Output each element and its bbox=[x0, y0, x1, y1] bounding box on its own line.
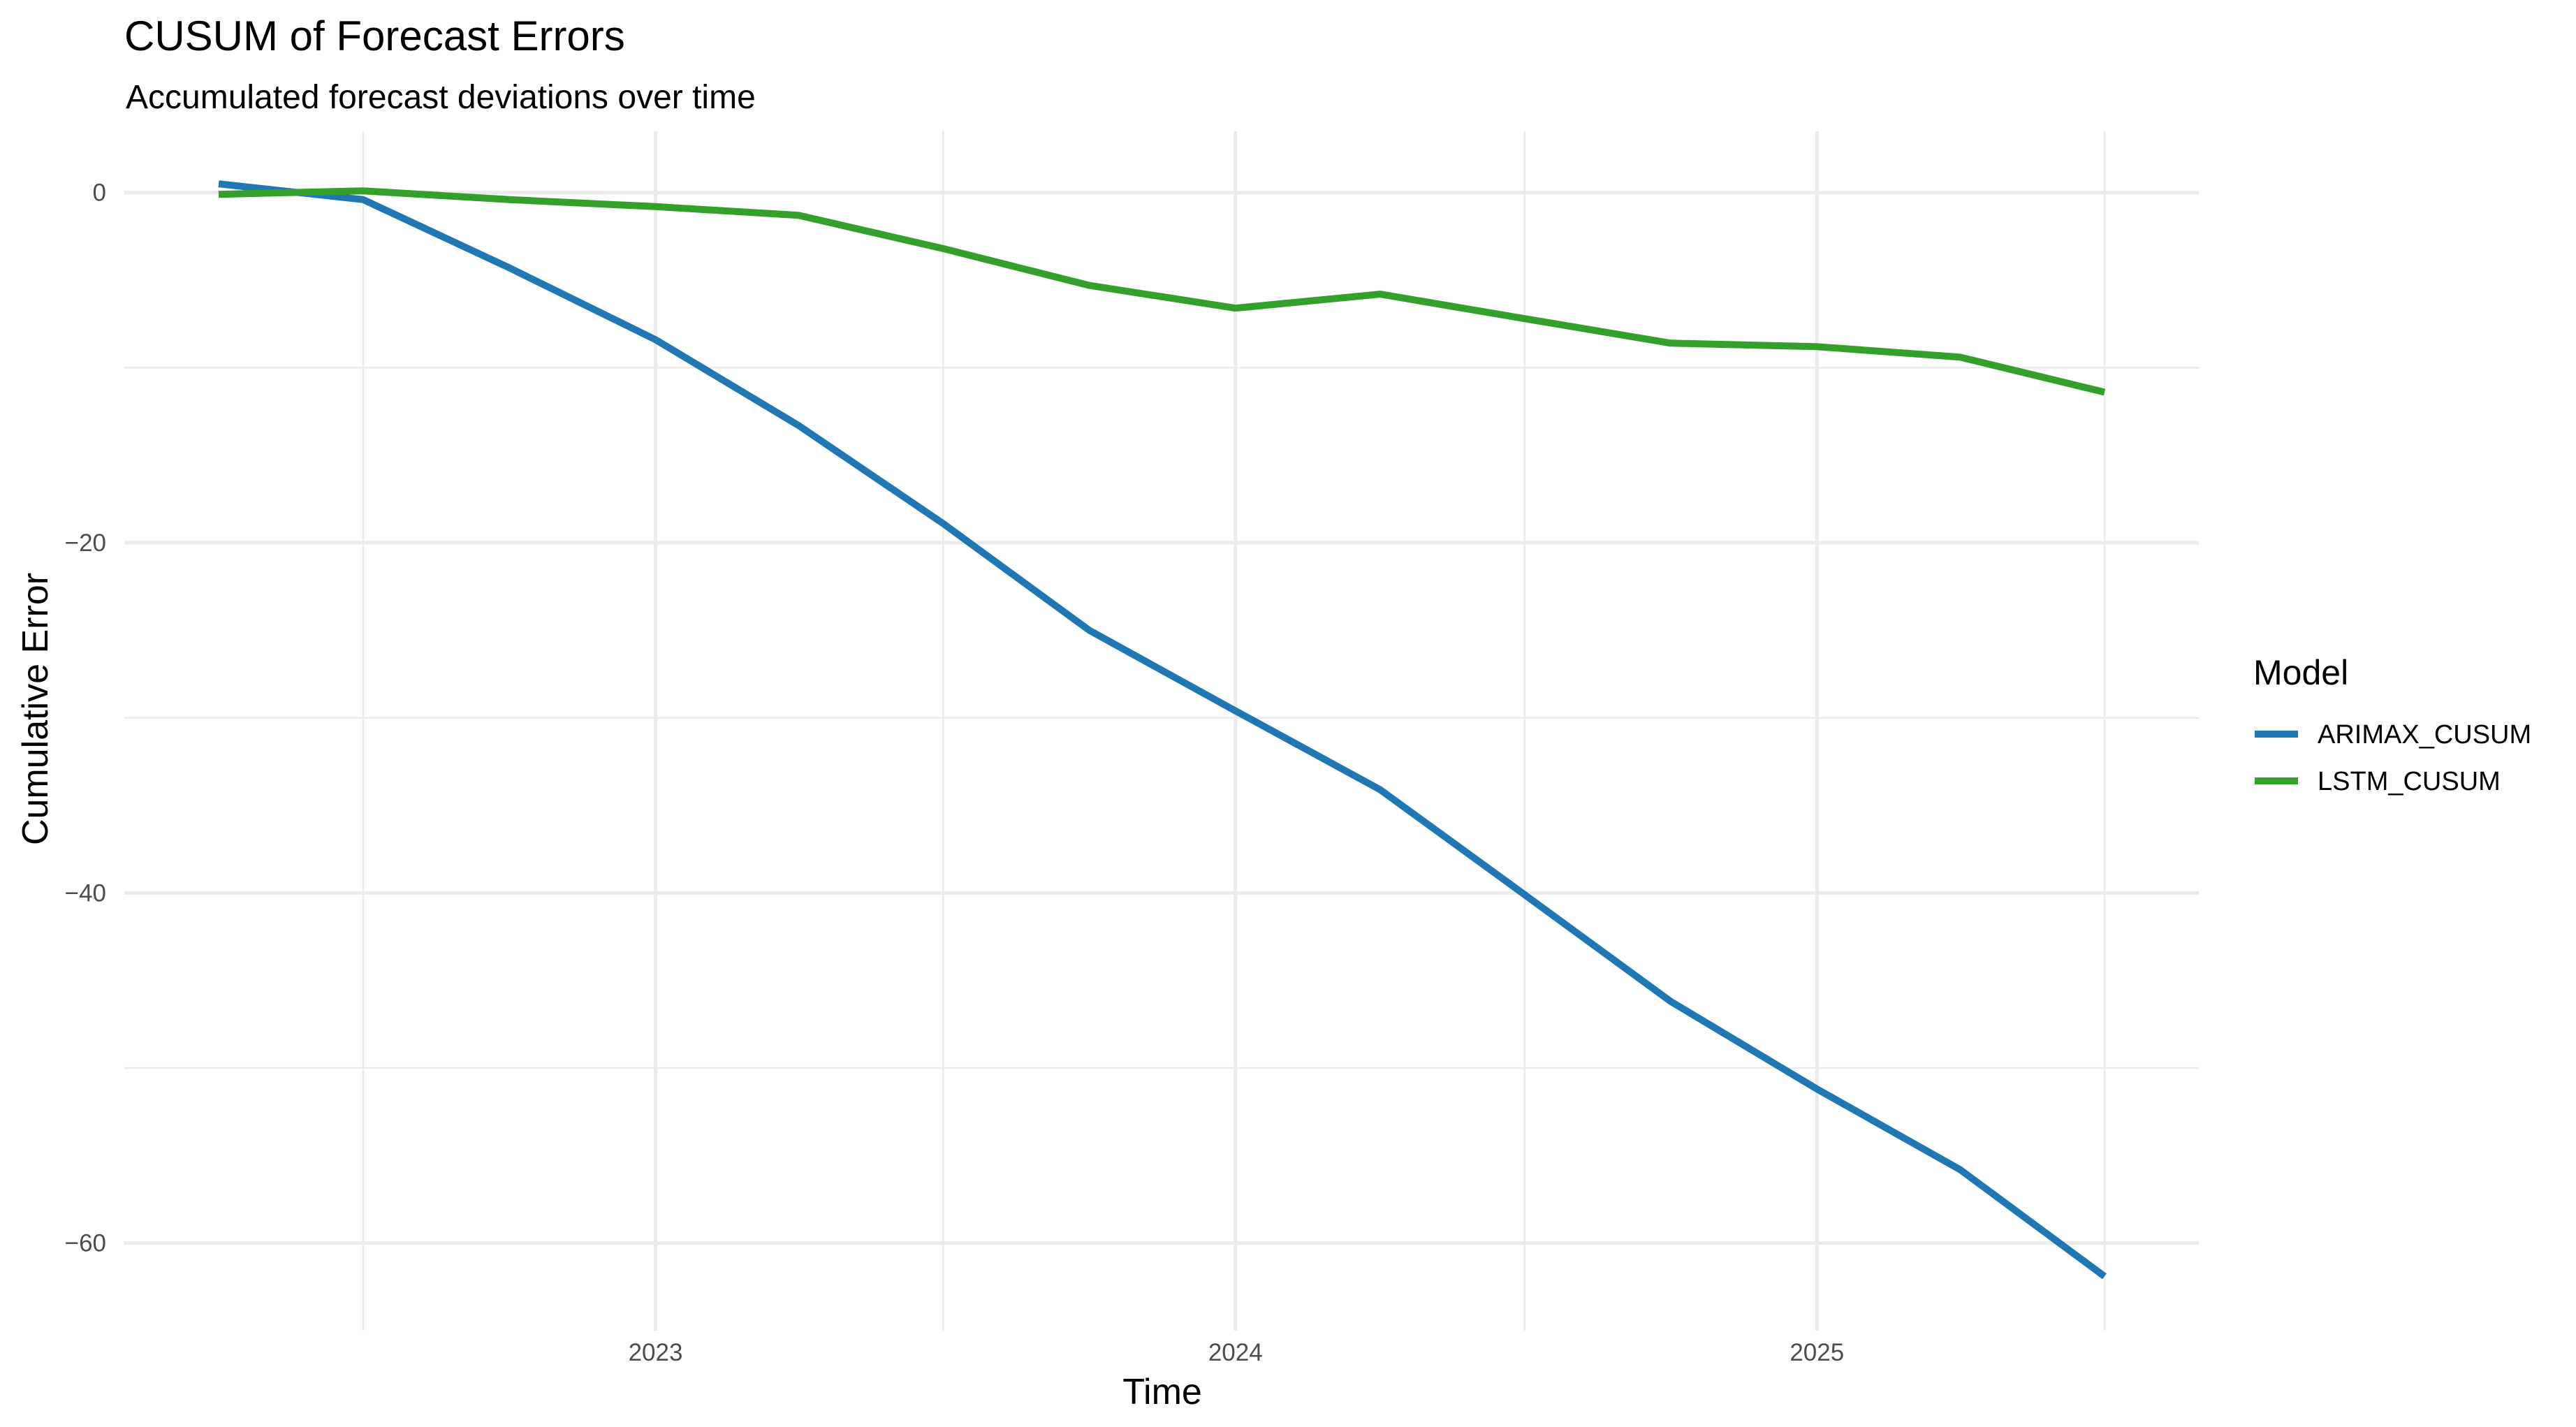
x-axis-tick-labels: 2023 2024 2025 bbox=[629, 1339, 1845, 1366]
legend-items: ARIMAX_CUSUM LSTM_CUSUM bbox=[2255, 720, 2531, 796]
minor-gridlines bbox=[124, 131, 2199, 1331]
x-tick-label: 2023 bbox=[629, 1339, 683, 1366]
legend-label: ARIMAX_CUSUM bbox=[2318, 720, 2531, 749]
legend-title: Model bbox=[2253, 653, 2348, 692]
legend: Model ARIMAX_CUSUM LSTM_CUSUM bbox=[2253, 653, 2531, 796]
y-tick-label: 0 bbox=[93, 180, 106, 207]
legend-label: LSTM_CUSUM bbox=[2318, 767, 2501, 796]
series-line-lstm-cusum bbox=[218, 187, 2106, 396]
chart-title: CUSUM of Forecast Errors bbox=[124, 13, 625, 59]
series-line-arimax-cusum bbox=[218, 180, 2107, 1280]
x-tick-label: 2025 bbox=[1790, 1339, 1844, 1366]
y-tick-label: −40 bbox=[65, 879, 106, 907]
major-gridlines bbox=[124, 131, 2199, 1331]
plot-panel bbox=[124, 131, 2199, 1331]
x-axis-title: Time bbox=[1122, 1372, 1202, 1412]
chart-subtitle: Accumulated forecast deviations over tim… bbox=[126, 79, 756, 116]
x-tick-label: 2024 bbox=[1208, 1339, 1263, 1366]
y-tick-label: −20 bbox=[65, 529, 106, 557]
y-axis-tick-labels: 0 −20 −40 −60 bbox=[65, 180, 106, 1257]
y-tick-label: −60 bbox=[65, 1230, 106, 1257]
y-axis-title: Cumulative Error bbox=[15, 573, 56, 845]
series-lines bbox=[218, 180, 2107, 1280]
